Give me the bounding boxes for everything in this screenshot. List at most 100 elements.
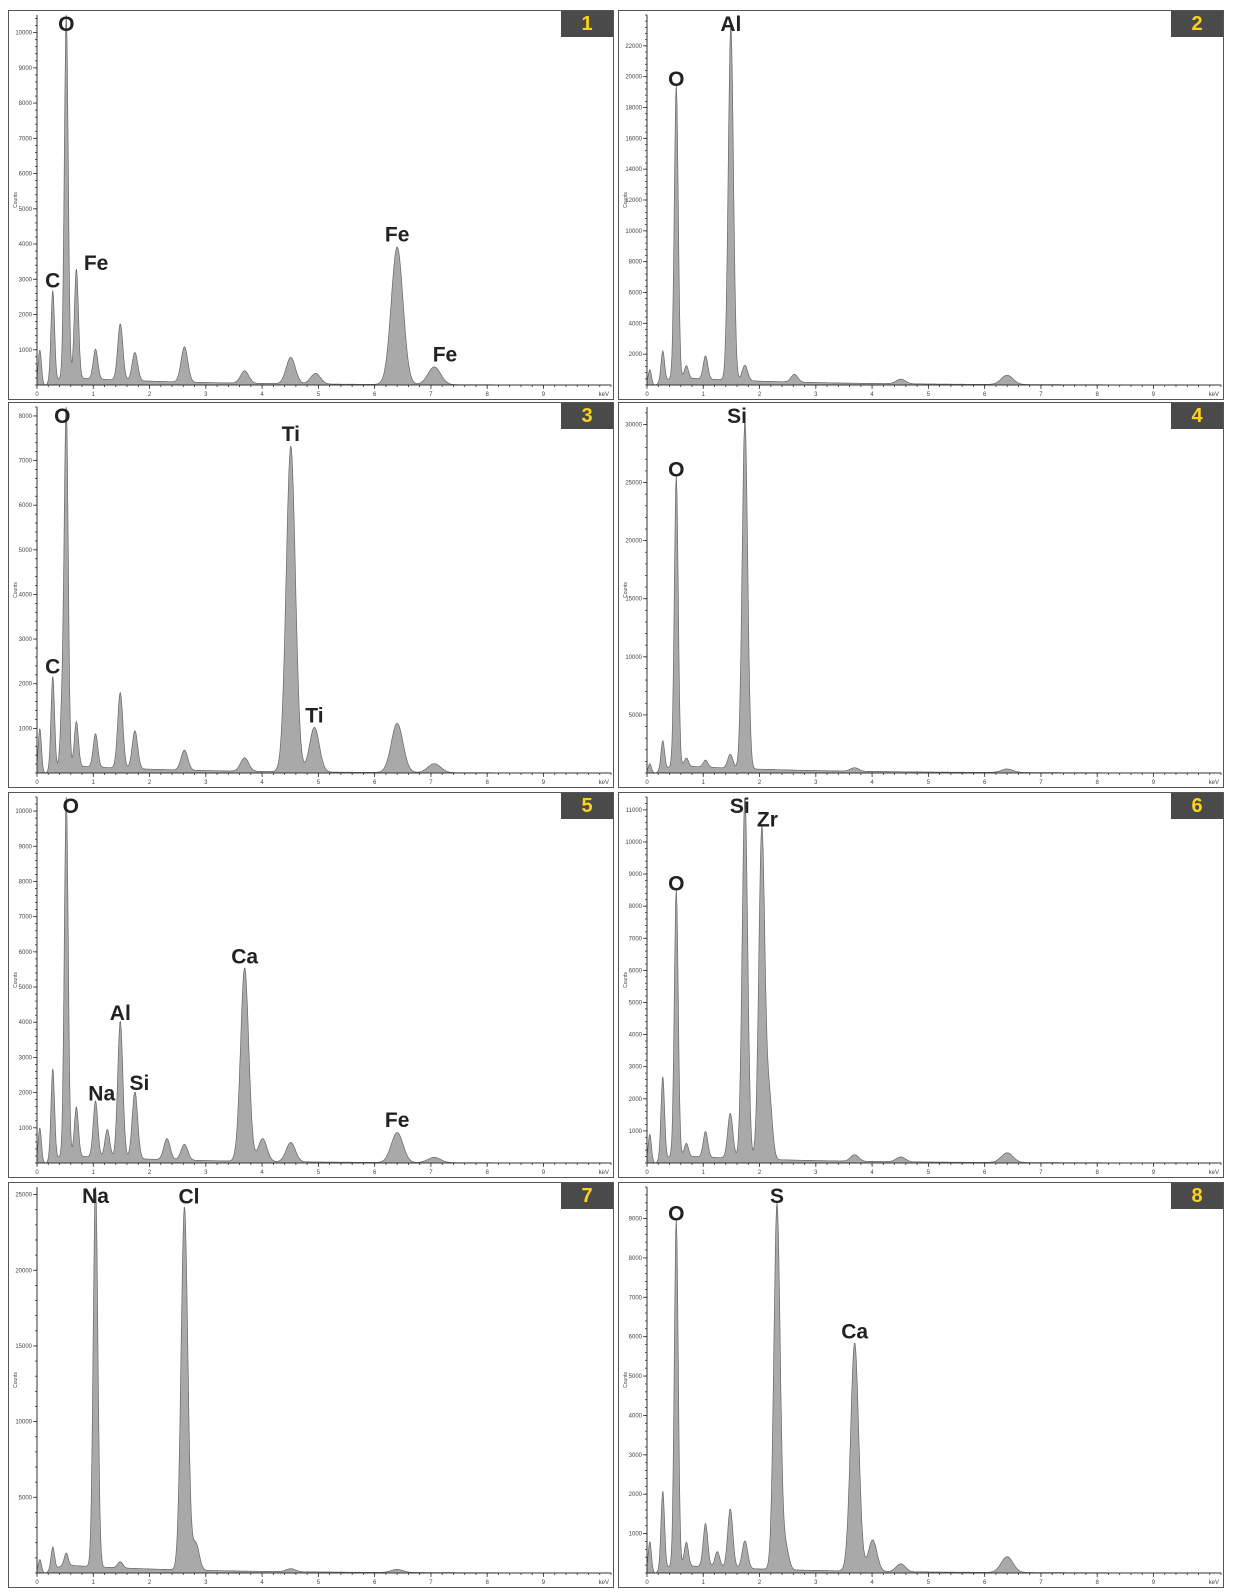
y-axis-label: Counts [13, 1372, 19, 1388]
x-tick-label: 6 [983, 1580, 987, 1586]
spectrum-area [647, 422, 1221, 773]
y-axis-label: Counts [623, 582, 629, 598]
spectrum-panel: 1000 2000 3000 4000 5000 6000 7000 8000 9000 1000… [8, 792, 614, 1178]
peak-label: O [668, 68, 684, 91]
x-tick-label: 8 [486, 1170, 490, 1176]
x-tick-label: 7 [1039, 1580, 1043, 1586]
x-tick-label: 7 [429, 392, 433, 398]
peak-label: Si [730, 795, 750, 818]
x-tick-label: 9 [1152, 1580, 1156, 1586]
axis-lines [37, 407, 611, 773]
y-tick-label: 8000 [19, 879, 33, 885]
peak-label: O [668, 1202, 684, 1225]
x-tick-label: 3 [204, 1580, 208, 1586]
y-tick-label: 7000 [629, 936, 643, 942]
peak-label: Cl [178, 1186, 199, 1209]
peak-label: Fe [385, 1109, 410, 1132]
x-tick-label: 8 [486, 392, 490, 398]
y-tick-label: 3000 [19, 1055, 33, 1061]
peak-label: Ca [841, 1321, 868, 1344]
y-tick-label: 6000 [19, 172, 33, 178]
peak-label: Ti [305, 704, 323, 727]
y-tick-label: 20000 [625, 539, 642, 545]
panel-number-badge: 2 [1171, 11, 1223, 37]
y-tick-label: 6000 [629, 968, 643, 974]
y-tick-label: 4000 [629, 1033, 643, 1039]
y-tick-label: 1000 [629, 1532, 643, 1538]
x-tick-label: 2 [148, 1580, 152, 1586]
peak-label: S [770, 1185, 784, 1208]
spectrum-chart: 1000 2000 3000 4000 5000 6000 7000 8000 9000 1000… [9, 793, 615, 1179]
x-tick-label: 6 [983, 780, 987, 786]
x-tick-label: 3 [204, 1170, 208, 1176]
y-tick-label: 16000 [625, 136, 642, 142]
x-tick-label: 1 [702, 1170, 706, 1176]
panel-number-badge: 4 [1171, 403, 1223, 429]
axis-lines [647, 797, 1221, 1163]
peak-label: Si [129, 1072, 149, 1095]
x-unit-label: keV [599, 780, 609, 786]
x-tick-label: 7 [1039, 392, 1043, 398]
y-tick-label: 2000 [19, 1091, 33, 1097]
panel-number-badge: 8 [1171, 1183, 1223, 1209]
panel-number-badge: 7 [561, 1183, 613, 1209]
peak-label: O [668, 873, 684, 896]
y-tick-label: 9000 [19, 844, 33, 850]
x-tick-label: 3 [814, 1580, 818, 1586]
y-tick-label: 25000 [15, 1193, 32, 1199]
spectrum-area [37, 15, 611, 385]
y-tick-label: 10000 [625, 229, 642, 235]
peak-label: C [45, 655, 60, 678]
y-tick-label: 5000 [19, 985, 33, 991]
x-tick-label: 6 [373, 1170, 377, 1176]
panel-number-badge: 6 [1171, 793, 1223, 819]
x-tick-label: 0 [35, 780, 39, 786]
spectrum-panel: 1000 2000 3000 4000 5000 6000 7000 8000 9000 Coun… [618, 1182, 1224, 1588]
y-axis-label: Counts [623, 972, 629, 988]
spectrum-area [647, 798, 1221, 1163]
x-tick-label: 3 [814, 392, 818, 398]
x-tick-label: 3 [204, 392, 208, 398]
spectrum-area [37, 1187, 611, 1573]
x-tick-label: 6 [373, 392, 377, 398]
axis-lines [37, 15, 611, 385]
x-tick-label: 5 [927, 392, 931, 398]
y-tick-label: 30000 [625, 422, 642, 428]
x-tick-label: 7 [429, 1170, 433, 1176]
spectrum-area [647, 1203, 1221, 1574]
spectrum-area [647, 28, 1221, 385]
spectrum-chart: 1000 2000 3000 4000 5000 6000 7000 8000 Counts 0 1… [9, 403, 615, 789]
axis-lines [647, 1187, 1221, 1573]
x-tick-label: 4 [870, 1170, 874, 1176]
y-tick-label: 5000 [629, 1374, 643, 1380]
y-tick-label: 10000 [15, 809, 32, 815]
x-tick-label: 4 [870, 780, 874, 786]
axis-lines [37, 1187, 611, 1573]
y-tick-label: 6000 [629, 1335, 643, 1341]
x-tick-label: 7 [429, 780, 433, 786]
x-tick-label: 5 [317, 1580, 321, 1586]
x-tick-label: 8 [486, 780, 490, 786]
x-tick-label: 1 [92, 780, 96, 786]
y-tick-label: 7000 [629, 1295, 643, 1301]
x-tick-label: 1 [92, 1580, 96, 1586]
x-tick-label: 2 [758, 1580, 762, 1586]
peak-label: Si [727, 405, 747, 428]
y-axis-label: Counts [13, 582, 19, 598]
x-tick-label: 5 [927, 1580, 931, 1586]
y-tick-label: 2000 [629, 1492, 643, 1498]
x-tick-label: 6 [373, 1580, 377, 1586]
y-tick-label: 10000 [625, 840, 642, 846]
x-tick-label: 7 [429, 1580, 433, 1586]
y-tick-label: 4000 [629, 321, 643, 327]
x-tick-label: 3 [814, 1170, 818, 1176]
x-tick-label: 1 [92, 392, 96, 398]
peak-label: O [63, 795, 79, 818]
y-tick-label: 4000 [19, 592, 33, 598]
y-tick-label: 8000 [19, 101, 33, 107]
x-tick-label: 9 [542, 392, 546, 398]
y-tick-label: 1000 [19, 726, 33, 732]
spectrum-area [37, 407, 611, 773]
y-tick-label: 6000 [629, 291, 643, 297]
